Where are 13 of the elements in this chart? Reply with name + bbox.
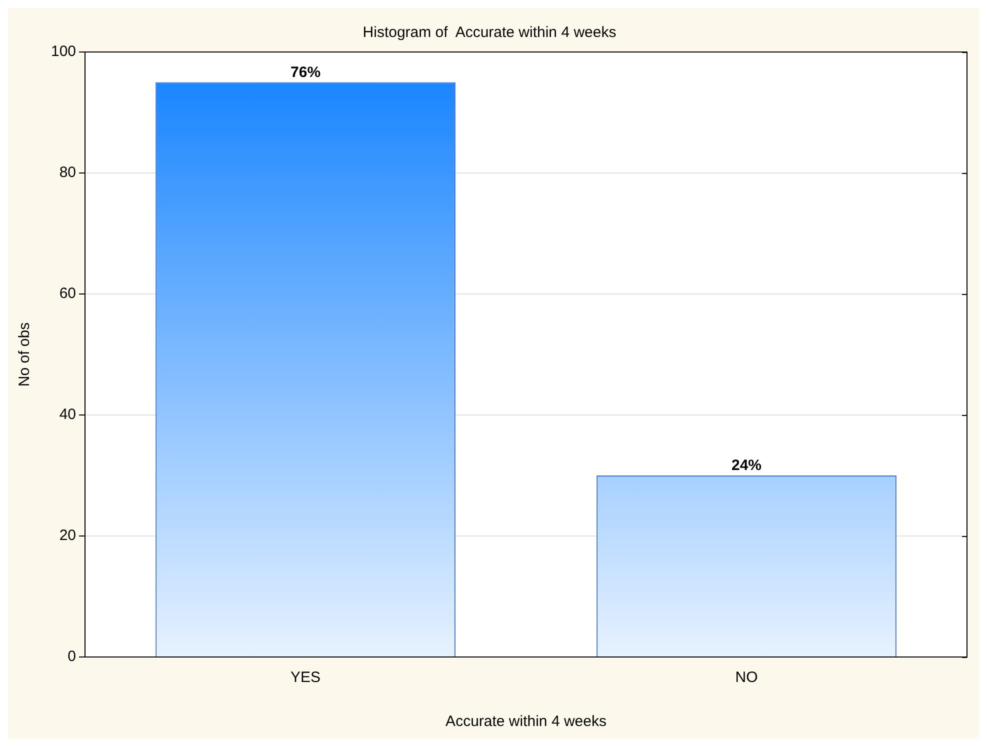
y-tick-label: 100 [50,43,76,60]
chart-title: Histogram of Accurate within 4 weeks [362,24,616,42]
y-tick-label: 60 [59,285,76,302]
x-tick-label: YES [290,669,321,686]
annotation: 76% [290,64,321,81]
x-tick-label: NO [735,669,758,686]
y-tick-label: 80 [59,164,76,182]
x-axis-title: Accurate within 4 weeks [446,713,606,730]
annotation: 24% [731,457,762,474]
y-tick-label: 40 [59,406,76,424]
y-axis-title: No of obs [16,322,34,387]
y-tick-label: 20 [59,527,76,544]
y-tick-label: 0 [68,648,76,666]
